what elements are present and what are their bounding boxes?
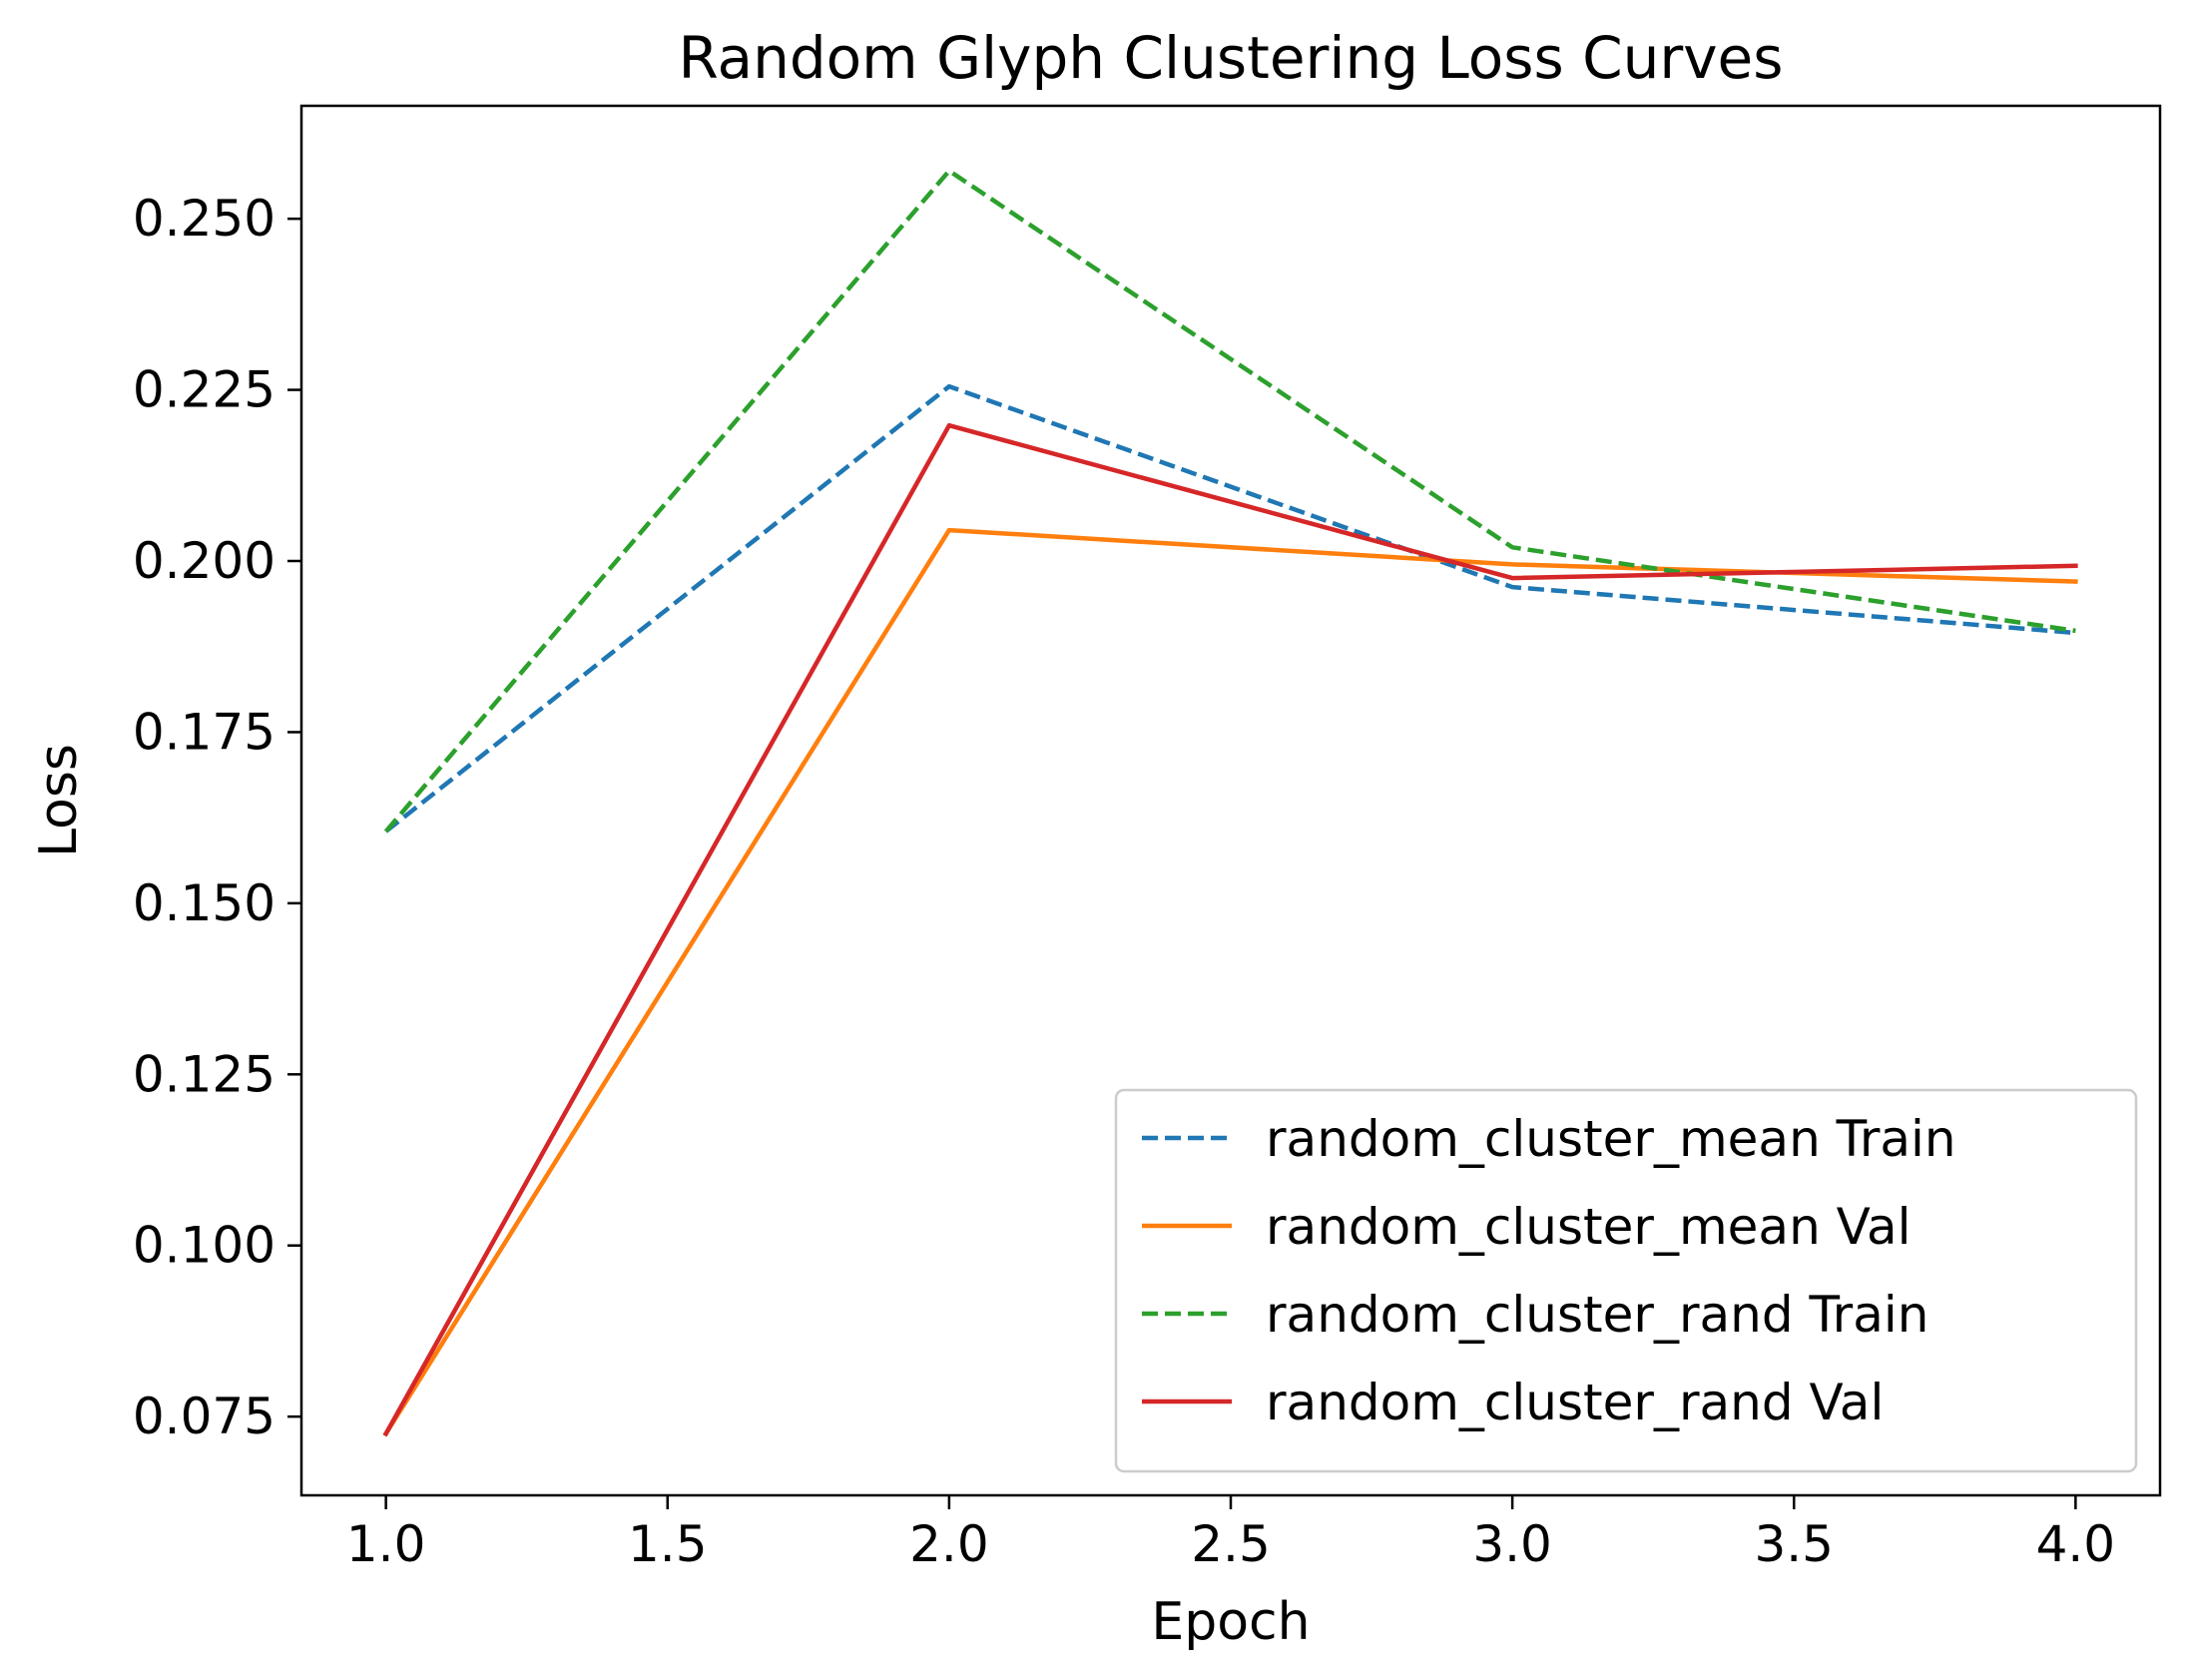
y-tick-label: 0.225 (133, 361, 275, 419)
series-line-random-cluster-mean-train (384, 383, 2076, 834)
y-tick-label: 0.150 (133, 874, 275, 932)
y-tick-label: 0.075 (133, 1388, 275, 1445)
legend: random_cluster_mean Train random_cluster_… (1114, 1088, 2138, 1473)
x-tick-label: 4.0 (2036, 1515, 2116, 1573)
x-tick-label: 3.0 (1472, 1515, 1552, 1573)
y-tick-label: 0.200 (133, 532, 275, 590)
x-tick-label: 1.0 (346, 1515, 426, 1573)
x-tick-label: 2.5 (1191, 1515, 1271, 1573)
series-layer (382, 168, 2078, 1437)
y-tick-label: 0.100 (133, 1217, 275, 1275)
legend-box (1114, 1088, 2138, 1473)
x-axis-label: Epoch (1151, 1592, 1310, 1652)
chart-title: Random Glyph Clustering Loss Curves (679, 24, 1784, 92)
y-tick-label: 0.250 (133, 190, 275, 248)
legend-label: random_cluster_rand Train (1266, 1286, 1928, 1344)
y-tick-label: 0.175 (133, 703, 275, 761)
x-tick-label: 1.5 (628, 1515, 708, 1573)
x-tick-label: 2.0 (909, 1515, 989, 1573)
y-axis-label: Loss (29, 744, 89, 857)
x-tick-label: 3.5 (1754, 1515, 1834, 1573)
series-line-random-cluster-rand-train (383, 168, 2076, 834)
series-line-random-cluster-rand-val (382, 422, 2078, 1437)
legend-label: random_cluster_mean Train (1266, 1110, 1956, 1168)
x-axis-ticks: 1.0 1.5 2.0 2.5 3.0 3.5 4.0 (346, 1495, 2115, 1573)
legend-label: random_cluster_rand Val (1266, 1374, 1884, 1431)
y-axis-ticks: 0.075 0.100 0.125 0.150 0.175 0.200 0.225 0.250 (133, 190, 301, 1445)
y-tick-label: 0.125 (133, 1045, 275, 1103)
legend-label: random_cluster_mean Val (1266, 1198, 1912, 1256)
